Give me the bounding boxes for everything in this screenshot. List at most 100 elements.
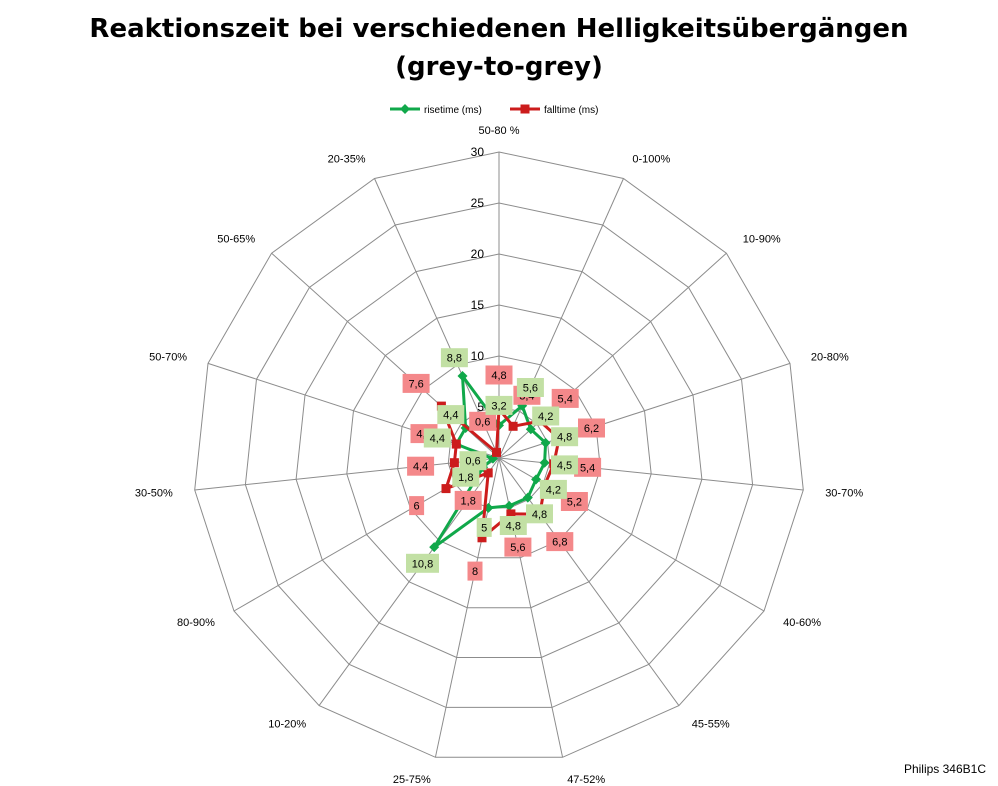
data-label-box bbox=[467, 561, 483, 581]
legend-item: falltime (ms) bbox=[510, 104, 598, 116]
data-point-marker bbox=[483, 468, 493, 478]
data-label: 4,2 bbox=[532, 406, 560, 426]
radar-grid bbox=[194, 151, 804, 758]
data-point-marker bbox=[477, 533, 487, 543]
grid-spoke bbox=[498, 178, 624, 459]
category-label: 40-60% bbox=[783, 617, 821, 629]
category-label: 45-55% bbox=[692, 718, 730, 730]
data-label-text: 10,8 bbox=[412, 558, 433, 570]
grid-ring bbox=[295, 253, 703, 658]
chart-title: Reaktionszeit bei verschiedenen Helligke… bbox=[0, 10, 998, 86]
data-label-text: 8,8 bbox=[447, 353, 462, 365]
data-label: 5,4 bbox=[551, 388, 579, 408]
legend-item: risetime (ms) bbox=[390, 104, 482, 116]
data-label-box bbox=[454, 490, 482, 510]
category-label: 20-80% bbox=[811, 352, 849, 364]
data-point-marker bbox=[441, 484, 451, 494]
data-label: 10,8 bbox=[406, 553, 439, 573]
watermark-text: Philips 346B1C bbox=[903, 762, 986, 776]
legend-label: risetime (ms) bbox=[424, 105, 482, 116]
legend: risetime (ms) falltime (ms) bbox=[390, 104, 598, 116]
data-label-box bbox=[437, 405, 465, 425]
data-label: 4,8 bbox=[499, 516, 527, 535]
data-label-text: 7,6 bbox=[408, 378, 423, 390]
data-label: 7,6 bbox=[402, 373, 430, 393]
data-label-box bbox=[406, 553, 439, 573]
data-label: 5,2 bbox=[560, 492, 588, 511]
data-label: 0,6 bbox=[469, 411, 497, 431]
data-label-text: 4,4 bbox=[430, 433, 445, 445]
data-point-marker bbox=[449, 458, 459, 468]
data-label: 4,5 bbox=[551, 455, 578, 475]
data-label-box bbox=[485, 395, 513, 415]
data-label-text: 6 bbox=[414, 501, 420, 513]
data-point-marker bbox=[531, 474, 542, 485]
series-line-risetime bbox=[432, 374, 548, 549]
data-label-text: 5 bbox=[481, 522, 487, 534]
data-label: 8,8 bbox=[440, 348, 468, 368]
tick-label: 5 bbox=[477, 400, 484, 414]
data-label-text: 5,6 bbox=[510, 542, 525, 554]
data-label-box bbox=[452, 467, 480, 487]
grid-spoke bbox=[374, 178, 500, 459]
category-label: 10-20% bbox=[268, 718, 306, 730]
data-label: 4,4 bbox=[437, 405, 465, 425]
category-label: 50-80 % bbox=[479, 125, 520, 137]
data-label-text: 3,2 bbox=[491, 400, 506, 412]
category-label: 10-90% bbox=[743, 234, 781, 246]
data-label-text: 4,8 bbox=[491, 370, 506, 382]
data-label: 6,8 bbox=[546, 532, 574, 552]
data-label-text: 4,5 bbox=[557, 460, 572, 472]
data-label-text: 4,8 bbox=[532, 509, 547, 521]
data-label-text: 4,2 bbox=[546, 484, 561, 496]
category-label: 30-70% bbox=[825, 487, 863, 499]
data-label-box bbox=[504, 537, 532, 557]
data-label-box bbox=[560, 492, 588, 511]
data-label-box bbox=[551, 455, 578, 475]
data-label: 4,4 bbox=[423, 428, 451, 448]
category-label: 80-90% bbox=[177, 617, 215, 629]
data-label: 3,2 bbox=[485, 395, 513, 415]
data-label-box bbox=[407, 456, 435, 476]
tick-label: 25 bbox=[471, 196, 485, 210]
data-label-text: 1,8 bbox=[458, 472, 473, 484]
chart-title-line-2: (grey-to-grey) bbox=[395, 52, 603, 82]
data-label-box bbox=[459, 451, 487, 471]
data-label-text: 5,2 bbox=[567, 497, 582, 509]
tick-label: 15 bbox=[471, 298, 485, 312]
data-label-box bbox=[485, 365, 513, 385]
data-label-box bbox=[574, 457, 602, 477]
legend-label: falltime (ms) bbox=[544, 105, 598, 116]
grid-ring bbox=[346, 304, 652, 609]
data-point-marker bbox=[540, 437, 551, 448]
grid-ring bbox=[194, 151, 804, 758]
data-label-text: 6,2 bbox=[584, 423, 599, 435]
data-point-marker bbox=[457, 371, 468, 381]
data-label-box bbox=[551, 388, 579, 408]
data-label-box bbox=[546, 532, 574, 552]
data-label-box bbox=[532, 406, 560, 426]
data-label: 4,4 bbox=[407, 456, 435, 476]
series-line-falltime bbox=[439, 404, 561, 540]
data-point-marker bbox=[504, 500, 515, 511]
data-point-marker bbox=[508, 421, 518, 431]
category-label: 30-50% bbox=[135, 487, 173, 499]
data-label-text: 5,6 bbox=[523, 383, 538, 395]
grid-ring bbox=[244, 202, 754, 708]
data-label: 6 bbox=[409, 496, 425, 516]
data-label: 8 bbox=[467, 561, 483, 581]
data-label-box bbox=[409, 496, 425, 516]
category-labels: 50-80 % 0-100% 10-90% 20-80% 30-70% 40-60% 45-… bbox=[135, 125, 863, 786]
category-label: 25-75% bbox=[393, 774, 431, 786]
data-label: 5,6 bbox=[516, 378, 544, 397]
data-label: 0,6 bbox=[459, 451, 487, 471]
data-label-text: 4,4 bbox=[413, 461, 428, 473]
grid-spoke bbox=[194, 457, 500, 491]
data-label-text: 4,8 bbox=[557, 432, 572, 444]
data-point-marker bbox=[539, 457, 550, 468]
data-label-text: 0,6 bbox=[475, 416, 490, 428]
category-label: 47-52% bbox=[567, 774, 605, 786]
data-label: 4,8 bbox=[551, 427, 579, 447]
tick-label: 20 bbox=[471, 247, 485, 261]
category-label: 50-70% bbox=[149, 352, 187, 364]
